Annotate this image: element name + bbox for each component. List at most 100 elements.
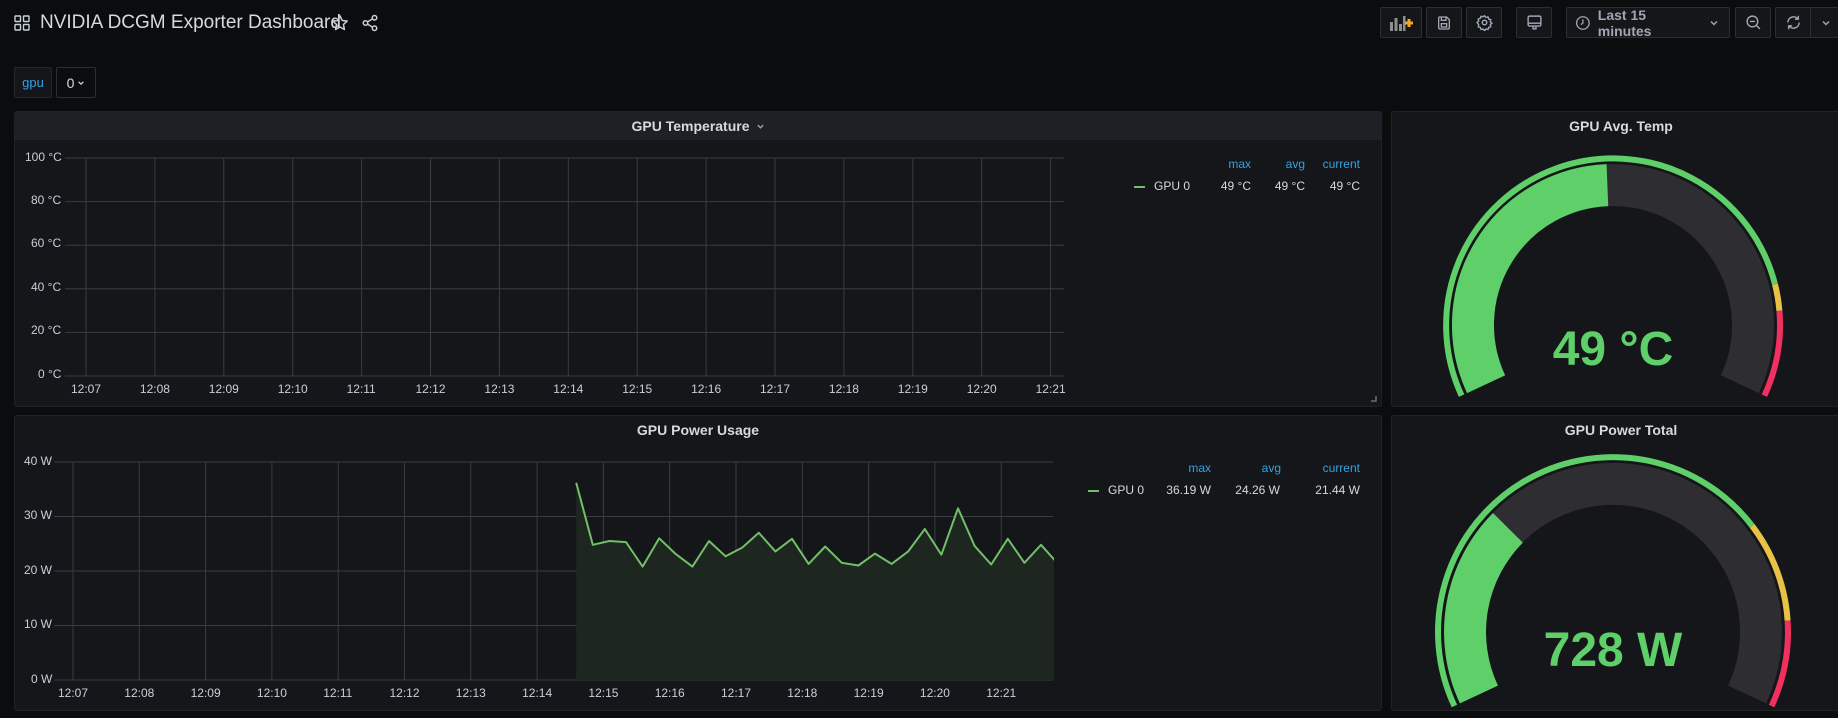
star-icon[interactable] [331, 14, 349, 32]
gpu-variable-select[interactable]: 0 [56, 67, 96, 98]
legend-max-value: 49 °C [1220, 179, 1251, 193]
gauge-value: 728 W [1543, 624, 1683, 677]
gpu-variable-value: 0 [66, 74, 75, 91]
x-tick: 12:19 [853, 686, 884, 700]
gauge-value: 49 °C [1552, 323, 1674, 376]
x-tick: 12:21 [986, 686, 1017, 700]
y-tick: 20 W [24, 563, 53, 577]
share-icon[interactable] [361, 14, 379, 32]
x-tick: 12:13 [484, 382, 515, 396]
legend-avg-value: 24.26 W [1235, 483, 1280, 497]
panel-title: GPU Power Usage [636, 422, 760, 438]
variable-label-gpu: gpu [14, 67, 52, 98]
legend-header-current[interactable]: current [1322, 461, 1360, 475]
temp-gauge [1443, 155, 1783, 397]
panel-title: GPU Power Total [1564, 422, 1678, 438]
temperature-plot-area[interactable] [65, 157, 1065, 377]
dashboard-grid-icon[interactable] [14, 15, 30, 31]
x-tick: 12:20 [966, 382, 997, 396]
x-tick: 12:19 [897, 382, 928, 396]
panel-header[interactable]: GPU Temperature [15, 112, 1381, 140]
x-tick: 12:16 [654, 686, 685, 700]
gear-icon [1475, 14, 1493, 31]
gpu-power-total-panel[interactable]: GPU Power Total 728 W [1391, 415, 1838, 711]
add-panel-button[interactable] [1380, 7, 1422, 38]
x-tick: 12:12 [389, 686, 420, 700]
panel-header[interactable]: GPU Avg. Temp [1392, 112, 1838, 140]
y-tick: 100 °C [25, 150, 62, 164]
tv-mode-button[interactable] [1516, 7, 1552, 38]
legend-header-avg[interactable]: avg [1261, 461, 1281, 475]
x-tick: 12:10 [277, 382, 308, 396]
y-tick: 0 W [31, 672, 53, 686]
dashboard-title[interactable]: NVIDIA DCGM Exporter Dashboard [40, 12, 341, 33]
chevron-down-icon [756, 124, 764, 129]
x-tick: 12:14 [522, 686, 553, 700]
x-tick: 12:18 [828, 382, 859, 396]
legend-color-swatch[interactable] [1088, 490, 1099, 492]
y-tick: 80 °C [31, 193, 62, 207]
x-tick: 12:14 [553, 382, 584, 396]
x-tick: 12:20 [919, 686, 950, 700]
legend-header-max[interactable]: max [1188, 461, 1211, 475]
y-tick: 10 W [24, 617, 53, 631]
y-tick: 0 °C [38, 367, 62, 381]
x-tick: 12:10 [256, 686, 287, 700]
x-tick: 12:11 [323, 686, 353, 700]
chevron-down-icon [1710, 20, 1718, 26]
resize-handle-icon[interactable] [1371, 396, 1377, 402]
y-tick: 60 °C [31, 236, 62, 250]
add-panel-icon [1390, 15, 1413, 31]
panel-header[interactable]: GPU Power Usage [15, 416, 1381, 444]
panel-title: GPU Avg. Temp [1569, 118, 1673, 134]
legend-header-avg[interactable]: avg [1285, 157, 1305, 171]
legend-header-max[interactable]: max [1228, 157, 1251, 171]
x-tick: 12:08 [139, 382, 170, 396]
chevron-down-icon [78, 80, 85, 85]
legend-color-swatch[interactable] [1134, 186, 1145, 188]
y-tick: 30 W [24, 508, 53, 522]
power-gauge [1435, 454, 1791, 708]
gpu-avg-temp-panel[interactable]: GPU Avg. Temp 49 °C [1391, 111, 1838, 407]
x-tick: 12:07 [58, 686, 89, 700]
panel-title: GPU Temperature [631, 118, 750, 134]
y-tick: 20 °C [31, 323, 62, 337]
x-tick: 12:16 [691, 382, 722, 396]
panel-header[interactable]: GPU Power Total [1392, 416, 1838, 444]
legend-current-value: 21.44 W [1315, 483, 1360, 497]
refresh-icon [1787, 15, 1800, 30]
x-tick: 12:13 [455, 686, 486, 700]
x-tick: 12:11 [346, 382, 376, 396]
x-tick: 12:09 [208, 382, 239, 396]
gpu-temperature-panel[interactable]: GPU Temperature 100 °C 80 °C 60 °C 40 °C… [14, 111, 1382, 407]
x-tick: 12:17 [721, 686, 752, 700]
x-tick: 12:08 [124, 686, 155, 700]
x-tick: 12:12 [415, 382, 446, 396]
x-tick: 12:07 [71, 382, 102, 396]
y-tick: 40 °C [31, 280, 62, 294]
refresh-interval-dropdown[interactable] [1810, 7, 1838, 38]
power-plot-area[interactable] [54, 461, 1054, 681]
time-range-picker[interactable]: Last 15 minutes [1566, 6, 1730, 39]
legend-series-name[interactable]: GPU 0 [1154, 179, 1191, 193]
zoom-out-button[interactable] [1735, 7, 1771, 38]
x-tick: 12:15 [622, 382, 653, 396]
dashboard-settings-button[interactable] [1466, 7, 1502, 38]
legend-avg-value: 49 °C [1274, 179, 1305, 193]
save-dashboard-button[interactable] [1426, 7, 1462, 38]
legend-header-current[interactable]: current [1322, 157, 1360, 171]
monitor-icon [1526, 15, 1542, 30]
x-tick: 12:21 [1035, 382, 1066, 396]
x-tick: 12:18 [787, 686, 818, 700]
chevron-down-icon [1822, 20, 1830, 26]
legend-current-value: 49 °C [1329, 179, 1360, 193]
refresh-button[interactable] [1775, 7, 1811, 38]
x-tick: 12:15 [588, 686, 619, 700]
legend-series-name[interactable]: GPU 0 [1108, 483, 1145, 497]
gpu-power-usage-panel[interactable]: GPU Power Usage 40 W 30 W 20 W 10 W 0 W … [14, 415, 1382, 711]
x-tick: 12:09 [190, 686, 221, 700]
clock-icon [1575, 15, 1590, 30]
zoom-out-icon [1745, 15, 1760, 30]
save-icon [1437, 15, 1450, 30]
time-range-label: Last 15 minutes [1597, 6, 1652, 39]
